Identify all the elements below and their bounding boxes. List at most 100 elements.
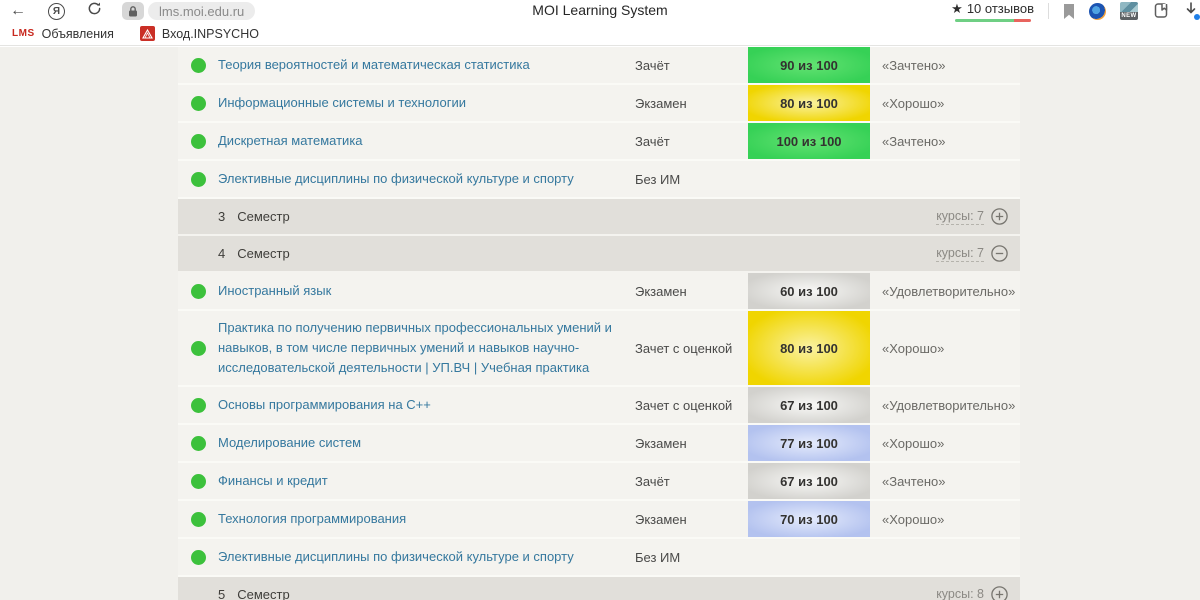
- page-content: Теория вероятностей и математическая ста…: [0, 47, 1200, 600]
- course-name-cell: Практика по получению первичных професси…: [218, 318, 635, 378]
- yandex-home-icon[interactable]: Я: [48, 2, 65, 20]
- status-dot-icon: [190, 473, 206, 489]
- course-link[interactable]: Основы программирования на C++: [218, 396, 431, 412]
- download-icon[interactable]: [1184, 2, 1200, 20]
- course-link[interactable]: Практика по получению первичных професси…: [218, 319, 612, 376]
- course-status-cell: [178, 95, 218, 111]
- status-dot-icon: [190, 171, 206, 187]
- course-link[interactable]: Дискретная математика: [218, 132, 363, 148]
- extension-camera-icon[interactable]: [1089, 2, 1106, 20]
- course-status-cell: [178, 283, 218, 299]
- courses-count-link[interactable]: курсы: 8: [936, 586, 984, 600]
- course-row: Моделирование систем Экзамен 77 из 100 «Хор…: [178, 425, 1020, 463]
- course-link[interactable]: Иностранный язык: [218, 282, 332, 298]
- score-cell: 67 из 100: [748, 387, 870, 423]
- courses-count-link[interactable]: курсы: 7: [936, 208, 984, 226]
- score-badge: 100 из 100: [748, 123, 870, 159]
- star-icon: ★: [951, 0, 963, 16]
- rating-bar: [954, 18, 1031, 22]
- score-cell: 70 из 100: [748, 501, 870, 537]
- status-dot-icon: [190, 57, 206, 73]
- score-cell: 90 из 100: [748, 47, 870, 83]
- exam-type: Без ИМ: [635, 171, 681, 187]
- exam-type: Экзамен: [635, 95, 687, 111]
- extension-new-icon[interactable]: NEW: [1120, 2, 1138, 20]
- score-cell: [748, 539, 870, 575]
- semester-number: 3: [218, 209, 226, 224]
- expand-icon[interactable]: [991, 208, 1008, 225]
- course-row: Технология программирования Экзамен 70 из …: [178, 501, 1020, 539]
- course-status-cell: [178, 171, 218, 187]
- course-status-cell: [178, 397, 218, 413]
- course-link[interactable]: Моделирование систем: [218, 434, 362, 450]
- address-bar[interactable]: lms.moi.edu.ru: [122, 2, 256, 20]
- reviews-rating[interactable]: ★ 10 отзывов: [951, 1, 1034, 22]
- score-badge: 80 из 100: [748, 85, 870, 121]
- grades-table: Теория вероятностей и математическая ста…: [178, 47, 1020, 600]
- bookmark-announcements[interactable]: LMS Объявления: [12, 27, 114, 41]
- score-badge: 67 из 100: [748, 387, 870, 423]
- course-status-cell: [178, 57, 218, 73]
- expand-icon[interactable]: [991, 586, 1008, 600]
- score-badge: 90 из 100: [748, 47, 870, 83]
- grade-text: «Хорошо»: [882, 340, 945, 356]
- exam-type: Без ИМ: [635, 549, 681, 565]
- collapse-icon[interactable]: [991, 245, 1008, 262]
- course-link[interactable]: Информационные системы и технологии: [218, 94, 466, 110]
- course-row: Дискретная математика Зачёт 100 из 100 «Зач…: [178, 123, 1020, 161]
- course-status-cell: [178, 473, 218, 489]
- bookmarks-bar: LMS Объявления Вход.INPSYCHO: [0, 22, 1200, 46]
- course-row: Элективные дисциплины по физической куль…: [178, 539, 1020, 577]
- url-text[interactable]: lms.moi.edu.ru: [148, 2, 256, 20]
- grade-text: «Хорошо»: [882, 435, 945, 451]
- courses-count-link[interactable]: курсы: 7: [936, 245, 984, 263]
- bookmark-inpsycho[interactable]: Вход.INPSYCHO: [139, 26, 259, 41]
- status-dot-icon: [190, 549, 206, 565]
- refresh-icon[interactable]: [87, 1, 102, 21]
- course-status-cell: [178, 435, 218, 451]
- lock-icon[interactable]: [122, 2, 144, 20]
- page-title: MOI Learning System: [532, 2, 668, 18]
- score-badge: 60 из 100: [748, 273, 870, 309]
- status-dot-icon: [190, 435, 206, 451]
- course-row: Основы программирования на C++ Зачет с оц…: [178, 387, 1020, 425]
- semester-number: 4: [218, 246, 226, 261]
- back-icon[interactable]: ←: [10, 2, 26, 19]
- bookmark-icon[interactable]: [1063, 3, 1075, 19]
- score-cell: [748, 161, 870, 197]
- course-name-cell: Основы программирования на C++: [218, 395, 635, 415]
- status-dot-icon: [190, 283, 206, 299]
- course-link[interactable]: Элективные дисциплины по физической куль…: [218, 170, 574, 186]
- score-cell: 80 из 100: [748, 311, 870, 385]
- course-link[interactable]: Теория вероятностей и математическая ста…: [218, 56, 530, 72]
- course-link[interactable]: Финансы и кредит: [218, 472, 328, 488]
- course-name-cell: Моделирование систем: [218, 433, 635, 453]
- course-name-cell: Информационные системы и технологии: [218, 93, 635, 113]
- course-link[interactable]: Элективные дисциплины по физической куль…: [218, 548, 574, 564]
- semester-controls: курсы: 7: [936, 208, 1008, 226]
- course-link[interactable]: Технология программирования: [218, 510, 407, 526]
- semester-label: Семестр: [237, 587, 290, 600]
- course-status-cell: [178, 549, 218, 565]
- course-name-cell: Элективные дисциплины по физической куль…: [218, 547, 635, 567]
- score-cell: 77 из 100: [748, 425, 870, 461]
- course-name-cell: Элективные дисциплины по физической куль…: [218, 169, 635, 189]
- exam-type: Экзамен: [635, 283, 687, 299]
- course-name-cell: Финансы и кредит: [218, 471, 635, 491]
- grade-text: «Зачтено»: [882, 133, 946, 149]
- course-row: Информационные системы и технологии Экзам…: [178, 85, 1020, 123]
- course-status-cell: [178, 133, 218, 149]
- grade-text: «Зачтено»: [882, 57, 946, 73]
- bookmark-label: Вход.INPSYCHO: [161, 26, 259, 41]
- lms-favicon: LMS: [12, 28, 35, 39]
- side-panels-icon[interactable]: [1152, 3, 1170, 19]
- grade-text: «Хорошо»: [882, 95, 945, 111]
- exam-type: Зачет с оценкой: [635, 397, 733, 413]
- semester-section-header: 3 Семестр курсы: 7: [178, 199, 1020, 236]
- rating-bar-positive: [954, 18, 1014, 22]
- semester-controls: курсы: 7: [936, 245, 1008, 263]
- exam-type: Зачёт: [635, 473, 670, 489]
- status-dot-icon: [190, 511, 206, 527]
- semester-controls: курсы: 8: [936, 586, 1008, 600]
- rating-bar-negative: [1013, 18, 1031, 22]
